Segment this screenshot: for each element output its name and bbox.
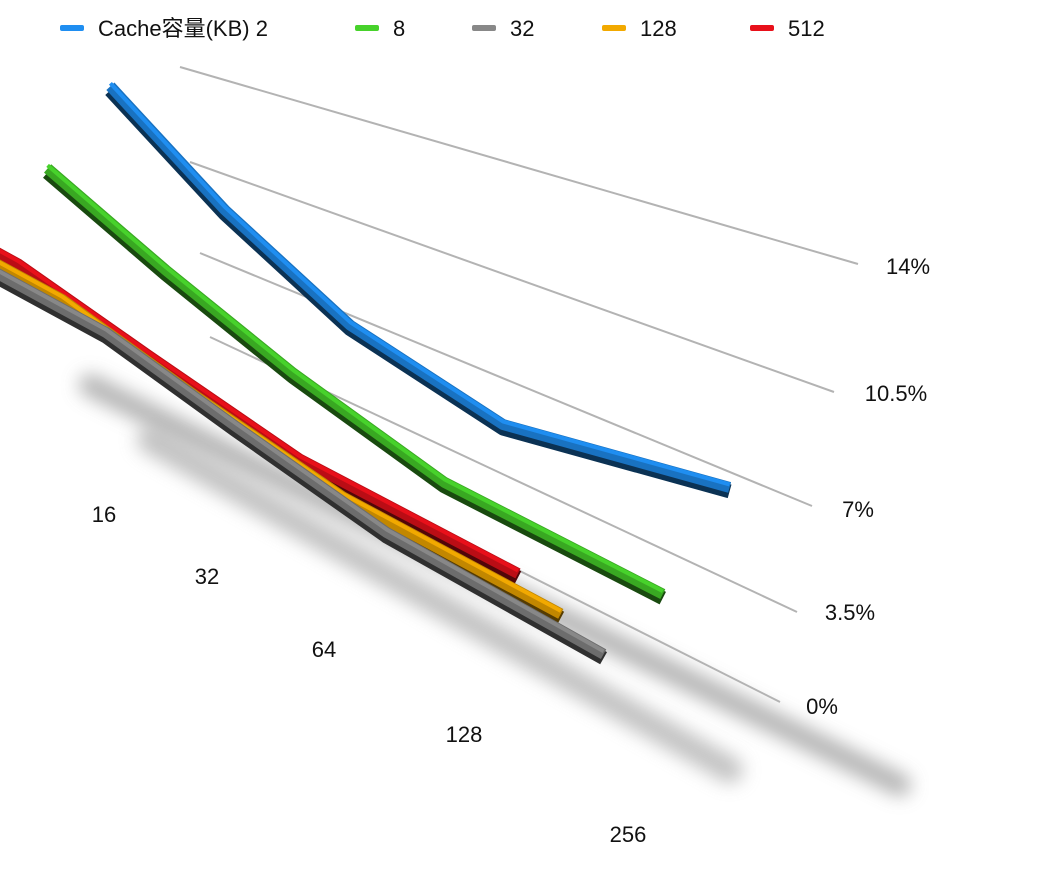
series-line (43, 163, 666, 605)
legend-label: 512 (788, 16, 825, 41)
y-tick-label: 7% (842, 497, 874, 522)
y-tick-label: 10.5% (865, 381, 927, 406)
legend-swatch (60, 25, 84, 31)
x-tick-label: 32 (195, 564, 219, 589)
x-tick-label: 64 (312, 637, 336, 662)
legend-swatch (355, 25, 379, 31)
x-tick-label: 256 (610, 822, 647, 847)
y-tick-label: 14% (886, 254, 930, 279)
legend-label: 128 (640, 16, 677, 41)
x-tick-label: 128 (446, 722, 483, 747)
series-line (105, 81, 732, 499)
series-line (0, 268, 608, 665)
shadow (137, 427, 743, 783)
y-tick-label: 0% (806, 694, 838, 719)
legend-swatch (750, 25, 774, 31)
series-lines (0, 81, 732, 665)
gridline (189, 161, 835, 393)
legend-swatch (472, 25, 496, 31)
x-axis-labels: 16 32 64 128 256 (92, 502, 647, 847)
legend-label: Cache容量(KB) 2 (98, 16, 268, 41)
legend: Cache容量(KB) 2 8 32 128 512 (60, 16, 825, 41)
legend-label: 32 (510, 16, 534, 41)
y-axis-labels: 14% 10.5% 7% 3.5% 0% (806, 254, 930, 719)
x-tick-label: 16 (92, 502, 116, 527)
legend-swatch (602, 25, 626, 31)
gridline (179, 66, 859, 265)
gridline (199, 252, 813, 507)
legend-label: 8 (393, 16, 405, 41)
y-tick-label: 3.5% (825, 600, 875, 625)
